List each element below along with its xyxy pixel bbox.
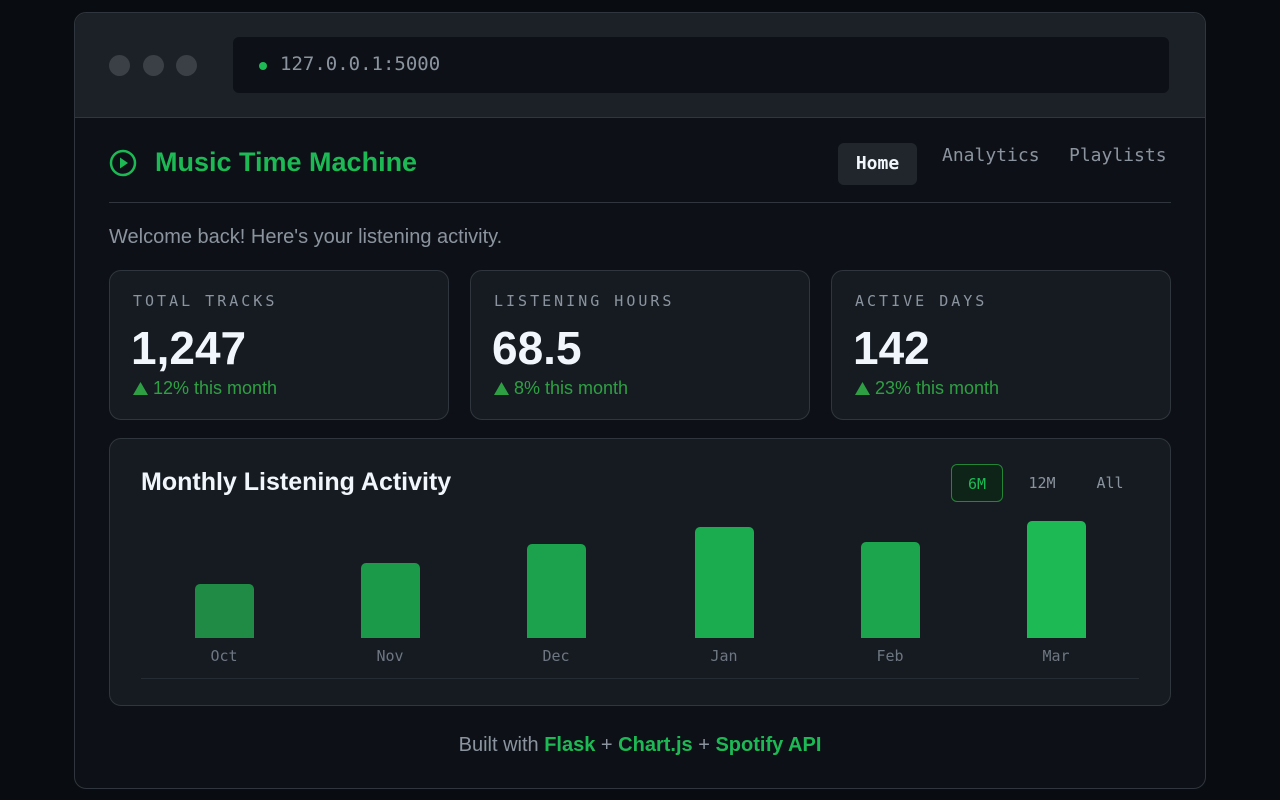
footer-link[interactable]: Flask — [544, 734, 596, 756]
divider — [109, 202, 1171, 203]
title-bar: 127.0.0.1:5000 — [75, 13, 1205, 118]
x-label: Mar — [1042, 647, 1070, 665]
baseline — [141, 678, 1139, 679]
stat-label: TOTAL TRACKS — [133, 292, 278, 310]
x-label: Feb — [876, 647, 904, 665]
stat-label: LISTENING HOURS — [494, 292, 675, 310]
footer-link[interactable]: Chart.js — [618, 734, 693, 756]
window-dot — [176, 55, 197, 76]
bar — [360, 563, 420, 638]
stat-change: 23% this month — [855, 378, 999, 399]
range-button[interactable]: 12M — [1028, 474, 1056, 492]
bar — [694, 527, 754, 638]
x-label: Jan — [710, 647, 738, 665]
stat-value: 1,247 — [131, 322, 247, 374]
stat-card: ACTIVE DAYS 142 23% this month — [831, 270, 1171, 420]
range-button[interactable]: 6M — [951, 464, 1003, 502]
stat-change: 8% this month — [494, 378, 628, 399]
up-arrow — [133, 382, 148, 395]
status-dot — [259, 62, 267, 70]
stat-change-text: 12% this month — [153, 378, 278, 398]
bar — [526, 544, 586, 638]
address-bar[interactable]: 127.0.0.1:5000 — [233, 37, 1169, 93]
stat-label: ACTIVE DAYS — [855, 292, 988, 310]
x-label: Nov — [376, 647, 404, 665]
welcome-text: Welcome back! Here's your listening acti… — [109, 226, 503, 248]
bar — [1026, 521, 1086, 638]
url: 127.0.0.1:5000 — [280, 53, 441, 75]
stat-change-text: 23% this month — [875, 378, 1000, 398]
nav-link[interactable]: Home — [838, 143, 917, 185]
stat-card: LISTENING HOURS 68.5 8% this month — [470, 270, 810, 420]
footer-text: + — [698, 734, 710, 756]
stat-card: TOTAL TRACKS 1,247 12% this month — [109, 270, 449, 420]
range-button[interactable]: All — [1096, 474, 1124, 492]
footer-link[interactable]: Spotify API — [715, 734, 822, 756]
bar — [194, 584, 254, 638]
app-title: Music Time Machine — [155, 147, 418, 177]
footer-text: Built with — [458, 734, 539, 756]
bar — [860, 542, 920, 638]
x-label: Oct — [210, 647, 238, 665]
stat-value: 142 — [853, 322, 930, 374]
play-icon — [109, 149, 137, 177]
stat-change: 12% this month — [133, 378, 277, 399]
footer: Built with Flask + Chart.js + Spotify AP… — [0, 734, 1280, 757]
window-dot — [143, 55, 164, 76]
up-arrow — [494, 382, 509, 395]
window-dot — [109, 55, 130, 76]
x-label: Dec — [542, 647, 570, 665]
up-arrow — [855, 382, 870, 395]
stat-value: 68.5 — [492, 322, 582, 374]
nav-link[interactable]: Playlists — [1069, 145, 1167, 166]
footer-text: + — [600, 734, 613, 756]
chart-title: Monthly Listening Activity — [141, 468, 452, 496]
stat-change-text: 8% this month — [514, 378, 629, 398]
nav-link[interactable]: Analytics — [942, 145, 1040, 166]
